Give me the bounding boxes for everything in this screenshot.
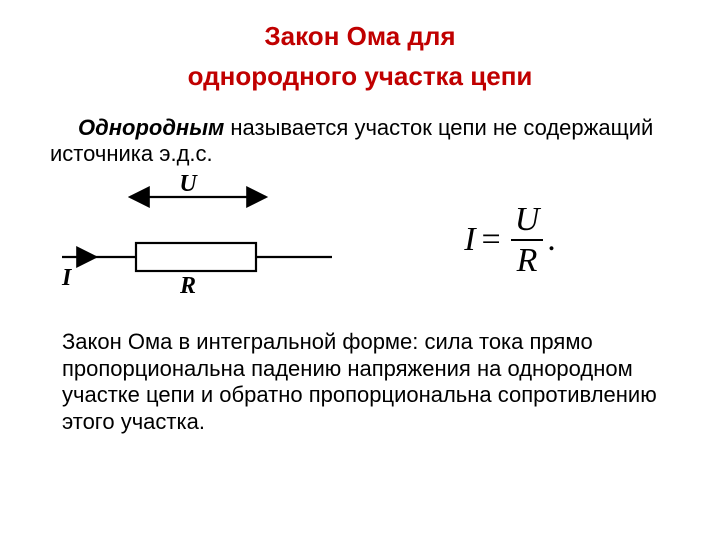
circuit-diagram: U I R [40,175,340,305]
definition-paragraph: Однородным называется участок цепи не со… [0,97,720,168]
definition-term: Однородным [78,115,224,140]
equals-sign: = [476,221,507,259]
label-i: I [61,265,73,291]
formula-denominator: R [511,239,544,279]
label-r: R [179,273,196,299]
label-u: U [179,175,198,197]
formula-numerator: U [511,202,544,240]
title-line-1: Закон Ома для [264,21,455,51]
law-paragraph: Закон Ома в интегральной форме: сила ток… [0,307,720,435]
formula-tail: . [547,221,556,259]
resistor-box [136,243,256,271]
diagram-row: U I R I = U R . [0,167,720,307]
slide-title: Закон Ома для однородного участка цепи [0,0,720,97]
formula-fraction: U R [511,202,544,279]
title-line-2: однородного участка цепи [188,61,533,91]
ohm-formula: I = U R . [340,202,680,279]
formula-lhs: I [464,221,475,259]
